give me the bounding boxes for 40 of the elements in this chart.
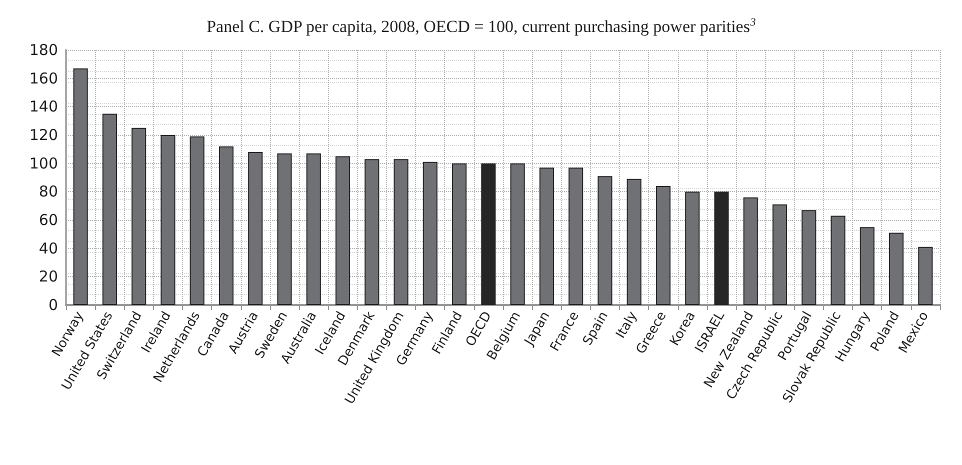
y-tick-label: 140: [29, 98, 58, 116]
bar: [714, 192, 729, 305]
bar: [73, 68, 88, 305]
bar: [889, 232, 904, 305]
y-tick-label: 160: [29, 69, 58, 88]
y-tick-label: 100: [29, 154, 58, 172]
y-tick-label: 40: [38, 239, 58, 258]
bar: [772, 204, 788, 305]
bar: [568, 168, 584, 305]
y-tick-label: 180: [29, 41, 58, 59]
bar: [364, 159, 380, 305]
bar: [860, 227, 874, 305]
bar: [422, 162, 438, 305]
bar: [277, 153, 292, 305]
bar: [830, 216, 846, 305]
bar: [685, 192, 700, 305]
bar: [218, 146, 234, 305]
y-tick-label: 60: [38, 211, 58, 229]
bar: [598, 176, 612, 305]
bar: [335, 156, 350, 305]
bar: [656, 186, 671, 305]
bar: [306, 153, 321, 305]
bar: [626, 178, 642, 305]
bar: [743, 197, 758, 305]
bar: [539, 168, 554, 305]
bar: [481, 163, 496, 305]
bar: [248, 152, 263, 305]
bar: [452, 163, 467, 305]
bar: [160, 135, 176, 305]
bar: [394, 159, 408, 305]
bar: [132, 128, 146, 305]
bar: [102, 114, 117, 305]
y-tick-label: 0: [48, 296, 58, 314]
y-tick-label: 120: [29, 126, 58, 144]
bar: [190, 136, 204, 305]
y-tick-label: 20: [38, 268, 58, 286]
y-tick-label: 80: [38, 182, 58, 201]
bar: [802, 210, 816, 305]
bar: [918, 246, 933, 305]
bar: [510, 163, 525, 305]
